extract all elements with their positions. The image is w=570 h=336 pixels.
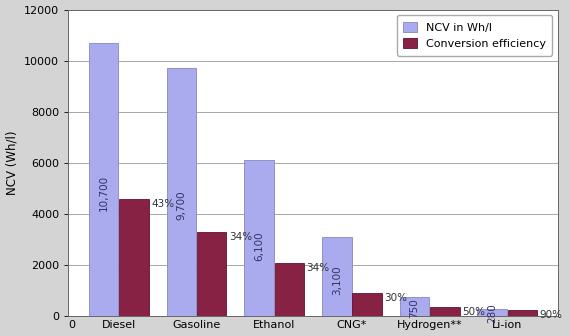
Text: 6,100: 6,100 bbox=[254, 231, 264, 261]
Text: 280: 280 bbox=[487, 303, 497, 323]
Bar bbox=[245, 160, 274, 316]
Text: 10,700: 10,700 bbox=[99, 175, 109, 211]
Legend: NCV in Wh/l, Conversion efficiency: NCV in Wh/l, Conversion efficiency bbox=[397, 15, 552, 55]
Bar bbox=[478, 309, 507, 316]
Bar bbox=[89, 43, 119, 316]
Text: 90%: 90% bbox=[540, 310, 563, 320]
Text: 3,100: 3,100 bbox=[332, 266, 342, 295]
Bar bbox=[197, 232, 226, 316]
Bar bbox=[119, 199, 149, 316]
Text: 34%: 34% bbox=[229, 232, 252, 242]
Bar bbox=[166, 68, 196, 316]
Bar bbox=[275, 263, 304, 316]
Bar bbox=[400, 297, 429, 316]
Y-axis label: NCV (Wh/l): NCV (Wh/l) bbox=[6, 131, 19, 195]
Text: 9,700: 9,700 bbox=[176, 190, 186, 219]
Bar bbox=[322, 237, 352, 316]
Text: 30%: 30% bbox=[384, 293, 407, 302]
Bar bbox=[508, 310, 538, 316]
Text: 34%: 34% bbox=[307, 263, 329, 273]
Text: 750: 750 bbox=[409, 298, 420, 318]
Bar bbox=[430, 307, 459, 316]
Bar bbox=[352, 293, 382, 316]
Text: 43%: 43% bbox=[151, 199, 174, 209]
Text: 50%: 50% bbox=[462, 307, 485, 317]
